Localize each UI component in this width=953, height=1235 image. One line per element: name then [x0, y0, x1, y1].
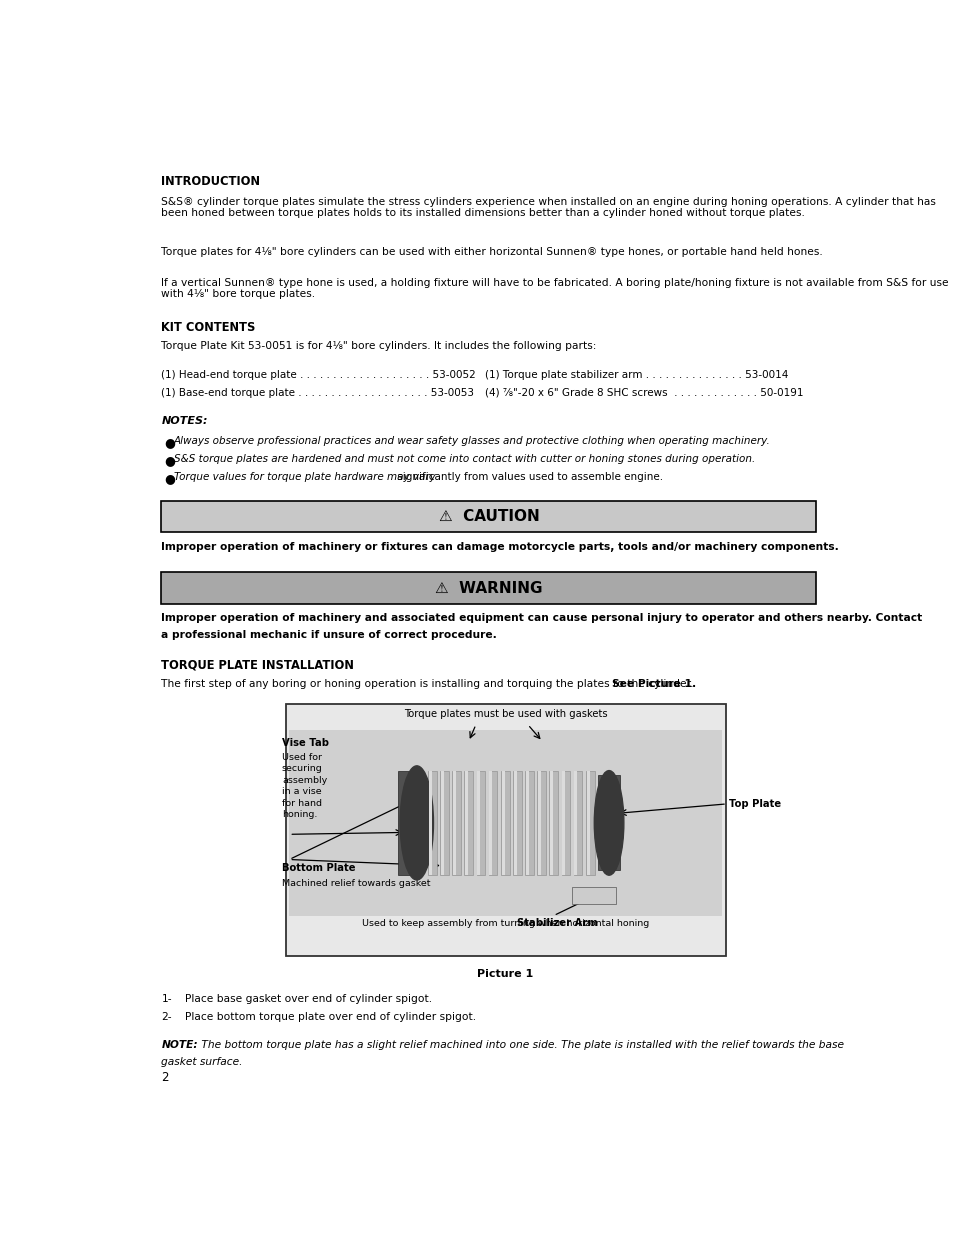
Text: Top Plate: Top Plate	[728, 799, 781, 809]
Bar	[476, 771, 485, 876]
Text: Improper operation of machinery and associated equipment can cause personal inju: Improper operation of machinery and asso…	[161, 614, 922, 624]
Bar	[428, 771, 436, 876]
Bar	[452, 771, 460, 876]
Bar	[465, 771, 468, 876]
Text: Improper operation of machinery or fixtures can damage motorcycle parts, tools a: Improper operation of machinery or fixtu…	[161, 542, 839, 552]
Bar	[524, 771, 534, 876]
Bar	[573, 771, 582, 876]
Text: See Picture 1.: See Picture 1.	[611, 679, 695, 689]
Bar	[585, 771, 594, 876]
Text: The bottom torque plate has a slight relief machined into one side. The plate is: The bottom torque plate has a slight rel…	[197, 1040, 842, 1050]
Text: ⚠  WARNING: ⚠ WARNING	[435, 580, 542, 595]
Ellipse shape	[594, 771, 623, 876]
Text: Torque plates must be used with gaskets: Torque plates must be used with gaskets	[403, 709, 607, 719]
Bar	[572, 887, 616, 904]
Ellipse shape	[399, 766, 433, 881]
Text: 2-: 2-	[161, 1011, 172, 1021]
Text: (1) Base-end torque plate . . . . . . . . . . . . . . . . . . . . 53-0053: (1) Base-end torque plate . . . . . . . …	[161, 388, 474, 398]
Bar	[439, 771, 448, 876]
Text: significantly from values used to assemble engine.: significantly from values used to assemb…	[394, 473, 662, 483]
Bar	[550, 771, 553, 876]
Bar	[537, 771, 545, 876]
Bar	[476, 771, 479, 876]
Bar	[285, 704, 724, 956]
Text: S&S® cylinder torque plates simulate the stress cylinders experience when instal: S&S® cylinder torque plates simulate the…	[161, 196, 935, 219]
Bar	[586, 771, 589, 876]
Text: (1) Head-end torque plate . . . . . . . . . . . . . . . . . . . . 53-0052: (1) Head-end torque plate . . . . . . . …	[161, 369, 476, 380]
Bar	[489, 771, 492, 876]
Text: Machined relief towards gasket: Machined relief towards gasket	[282, 878, 430, 888]
Text: Place base gasket over end of cylinder spigot.: Place base gasket over end of cylinder s…	[185, 994, 432, 1004]
Bar	[525, 771, 528, 876]
Text: If a vertical Sunnen® type hone is used, a holding fixture will have to be fabri: If a vertical Sunnen® type hone is used,…	[161, 278, 948, 299]
Text: INTRODUCTION: INTRODUCTION	[161, 175, 260, 188]
Bar	[161, 572, 816, 604]
Text: ●: ●	[164, 454, 175, 467]
Text: Used for
securing
assembly
in a vise
for hand
honing.: Used for securing assembly in a vise for…	[282, 753, 327, 819]
Bar	[537, 771, 540, 876]
Text: Always observe professional practices and wear safety glasses and protective clo: Always observe professional practices an…	[173, 436, 770, 446]
Bar	[501, 771, 504, 876]
Text: Bottom Plate: Bottom Plate	[282, 863, 355, 873]
Text: The first step of any boring or honing operation is installing and torquing the : The first step of any boring or honing o…	[161, 679, 697, 689]
Bar	[598, 776, 619, 871]
Bar	[574, 771, 577, 876]
Bar	[464, 771, 473, 876]
Bar	[561, 771, 570, 876]
Bar	[398, 771, 420, 876]
Text: (1) Torque plate stabilizer arm . . . . . . . . . . . . . . . 53-0014: (1) Torque plate stabilizer arm . . . . …	[485, 369, 788, 380]
Text: ⚠  CAUTION: ⚠ CAUTION	[438, 509, 538, 524]
Text: ●: ●	[164, 436, 175, 450]
Bar	[500, 771, 509, 876]
Text: NOTES:: NOTES:	[161, 416, 208, 426]
Text: TORQUE PLATE INSTALLATION: TORQUE PLATE INSTALLATION	[161, 658, 354, 672]
Text: a professional mechanic if unsure of correct procedure.: a professional mechanic if unsure of cor…	[161, 630, 497, 640]
Bar	[561, 771, 565, 876]
Text: Torque plates for 4⅛" bore cylinders can be used with either horizontal Sunnen® : Torque plates for 4⅛" bore cylinders can…	[161, 247, 822, 257]
Bar	[289, 730, 721, 915]
Text: Torque values for torque plate hardware may vary: Torque values for torque plate hardware …	[173, 473, 436, 483]
Text: Used to keep assembly from turning when horizontal honing: Used to keep assembly from turning when …	[361, 919, 648, 929]
Bar	[440, 771, 443, 876]
Text: KIT CONTENTS: KIT CONTENTS	[161, 321, 255, 335]
Bar	[453, 771, 456, 876]
Text: ●: ●	[164, 473, 175, 485]
Text: S&S torque plates are hardened and must not come into contact with cutter or hon: S&S torque plates are hardened and must …	[173, 454, 755, 464]
Bar	[161, 501, 816, 532]
Text: NOTE:: NOTE:	[161, 1040, 198, 1050]
Text: 2: 2	[161, 1071, 169, 1084]
Bar	[488, 771, 497, 876]
Text: 1-: 1-	[161, 994, 172, 1004]
Text: gasket surface.: gasket surface.	[161, 1057, 243, 1067]
Bar	[513, 771, 517, 876]
Text: (4) ⅞"-20 x 6" Grade 8 SHC screws  . . . . . . . . . . . . . 50-0191: (4) ⅞"-20 x 6" Grade 8 SHC screws . . . …	[485, 388, 802, 398]
Bar	[428, 771, 432, 876]
Text: Stabilizer Arm: Stabilizer Arm	[517, 918, 597, 927]
Bar	[513, 771, 521, 876]
Text: Torque Plate Kit 53-0051 is for 4⅛" bore cylinders. It includes the following pa: Torque Plate Kit 53-0051 is for 4⅛" bore…	[161, 341, 597, 351]
Bar	[549, 771, 558, 876]
Text: Place bottom torque plate over end of cylinder spigot.: Place bottom torque plate over end of cy…	[185, 1011, 476, 1021]
Text: Picture 1: Picture 1	[476, 969, 533, 979]
Text: Vise Tab: Vise Tab	[282, 737, 329, 747]
